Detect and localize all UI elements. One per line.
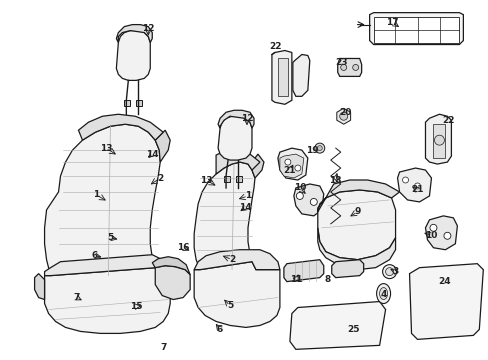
Polygon shape [44, 268, 170, 333]
Circle shape [382, 265, 396, 279]
Text: 2: 2 [228, 255, 235, 264]
Circle shape [339, 112, 347, 120]
Polygon shape [44, 255, 170, 278]
Polygon shape [279, 154, 303, 178]
Polygon shape [425, 114, 450, 164]
Polygon shape [432, 124, 445, 158]
Circle shape [294, 165, 300, 171]
Polygon shape [194, 262, 279, 328]
Polygon shape [277, 58, 287, 96]
Polygon shape [373, 17, 458, 42]
Ellipse shape [376, 284, 390, 303]
Text: 10: 10 [425, 231, 437, 240]
Polygon shape [425, 216, 456, 250]
Circle shape [340, 64, 346, 71]
Polygon shape [224, 176, 229, 182]
Text: 7: 7 [160, 343, 166, 352]
Polygon shape [331, 260, 363, 278]
Text: 13: 13 [200, 176, 212, 185]
Circle shape [433, 135, 444, 145]
Polygon shape [289, 302, 385, 349]
Polygon shape [277, 148, 307, 180]
Polygon shape [155, 266, 190, 300]
Text: 14: 14 [145, 150, 158, 159]
Circle shape [296, 193, 303, 199]
Text: 6: 6 [217, 325, 223, 334]
Polygon shape [317, 228, 395, 270]
Circle shape [402, 177, 407, 183]
Text: 17: 17 [386, 18, 398, 27]
Text: 5: 5 [226, 301, 233, 310]
Text: 12: 12 [240, 114, 253, 123]
Text: 3: 3 [392, 267, 398, 276]
Polygon shape [152, 257, 190, 275]
Circle shape [285, 159, 290, 165]
Polygon shape [218, 116, 251, 160]
Circle shape [314, 143, 324, 153]
Polygon shape [216, 150, 260, 174]
Text: 10: 10 [293, 184, 305, 193]
Polygon shape [78, 114, 163, 140]
Polygon shape [35, 274, 44, 300]
Polygon shape [369, 13, 463, 45]
Text: 1: 1 [244, 192, 251, 201]
Polygon shape [337, 58, 361, 76]
Polygon shape [336, 108, 350, 124]
Text: 11: 11 [289, 275, 302, 284]
Circle shape [414, 183, 420, 189]
Polygon shape [136, 100, 142, 106]
Polygon shape [397, 168, 430, 202]
Polygon shape [44, 124, 160, 276]
Polygon shape [271, 50, 291, 104]
Text: 25: 25 [347, 325, 359, 334]
Ellipse shape [379, 288, 387, 300]
Polygon shape [194, 162, 255, 270]
Polygon shape [194, 250, 279, 270]
Polygon shape [218, 110, 253, 128]
Text: 15: 15 [130, 302, 142, 311]
Circle shape [443, 232, 450, 239]
Circle shape [352, 64, 358, 71]
Circle shape [317, 146, 322, 150]
Text: 1: 1 [93, 190, 100, 199]
Text: 5: 5 [107, 233, 113, 242]
Text: 16: 16 [177, 243, 189, 252]
Polygon shape [251, 154, 264, 178]
Text: 24: 24 [437, 277, 450, 286]
Text: 22: 22 [269, 42, 282, 51]
Text: 13: 13 [100, 144, 112, 153]
Circle shape [310, 198, 317, 206]
Polygon shape [317, 180, 399, 212]
Polygon shape [284, 260, 323, 282]
Text: 7: 7 [73, 293, 80, 302]
Text: 4: 4 [380, 290, 386, 299]
Text: 14: 14 [238, 203, 251, 212]
Polygon shape [408, 264, 482, 339]
Polygon shape [116, 24, 152, 42]
Polygon shape [293, 184, 323, 216]
Polygon shape [317, 190, 395, 260]
Polygon shape [292, 54, 309, 96]
Text: 19: 19 [306, 145, 319, 154]
Text: 18: 18 [329, 176, 341, 185]
Text: 21: 21 [283, 166, 296, 175]
Text: 12: 12 [142, 24, 154, 33]
Circle shape [429, 224, 436, 231]
Text: 9: 9 [354, 207, 360, 216]
Text: 20: 20 [339, 108, 351, 117]
Circle shape [385, 268, 393, 276]
Text: 21: 21 [410, 185, 423, 194]
Text: 6: 6 [91, 251, 97, 260]
Text: 22: 22 [441, 116, 454, 125]
Polygon shape [116, 31, 150, 80]
Polygon shape [124, 100, 130, 106]
Polygon shape [155, 130, 170, 162]
Text: 8: 8 [324, 275, 330, 284]
Polygon shape [236, 176, 242, 182]
Text: 2: 2 [157, 174, 163, 183]
Text: 23: 23 [335, 58, 347, 67]
